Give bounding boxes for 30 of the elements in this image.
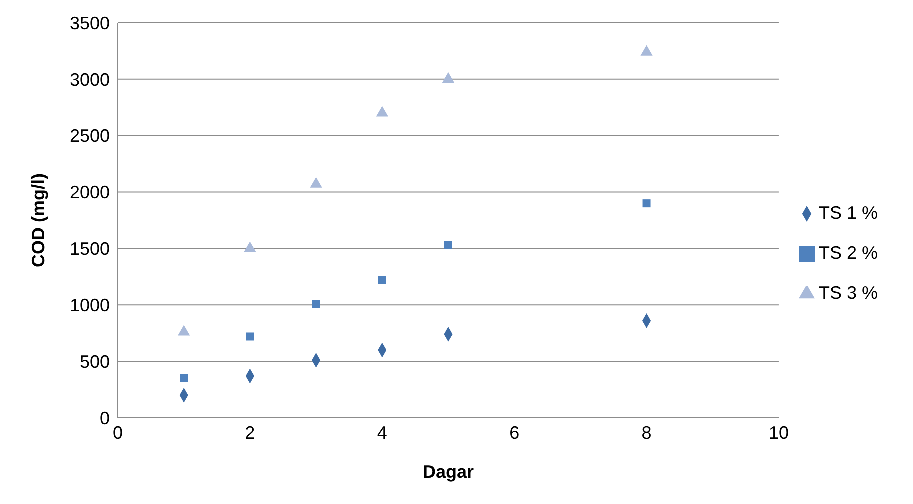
point (642, 200, 651, 208)
y-tick-label: 500 (80, 352, 110, 372)
point (246, 332, 254, 341)
y-tick-label: 0 (100, 408, 110, 428)
point (310, 177, 322, 188)
point (378, 276, 386, 284)
x-tick-label: 8 (642, 422, 652, 443)
y-tick-label: 2500 (70, 126, 110, 146)
y-axis-title: COD (mg/l) (28, 174, 48, 268)
x-axis-title: Dagar (422, 462, 474, 482)
x-tick-label: 2 (245, 422, 256, 443)
point (244, 242, 256, 252)
y-tick-label: 3000 (70, 70, 110, 90)
legend-label: TS 1 % (818, 203, 878, 223)
point (180, 374, 188, 382)
legend-label: TS 3 % (818, 283, 878, 303)
y-tick-label: 2000 (70, 182, 110, 203)
point (442, 72, 455, 83)
x-tick-label: 6 (510, 422, 520, 443)
point (312, 300, 320, 308)
x-tick-label: 0 (112, 422, 124, 443)
x-tick-label: 10 (768, 422, 789, 443)
y-tick-label: 1500 (70, 239, 110, 260)
y-tick-label: 1000 (70, 296, 110, 316)
point (444, 241, 452, 250)
point (640, 45, 653, 56)
point (376, 106, 388, 117)
legend-label: TS 2 % (818, 243, 878, 263)
x-tick-label: 4 (377, 422, 388, 443)
y-tick-label: 3500 (70, 13, 110, 34)
